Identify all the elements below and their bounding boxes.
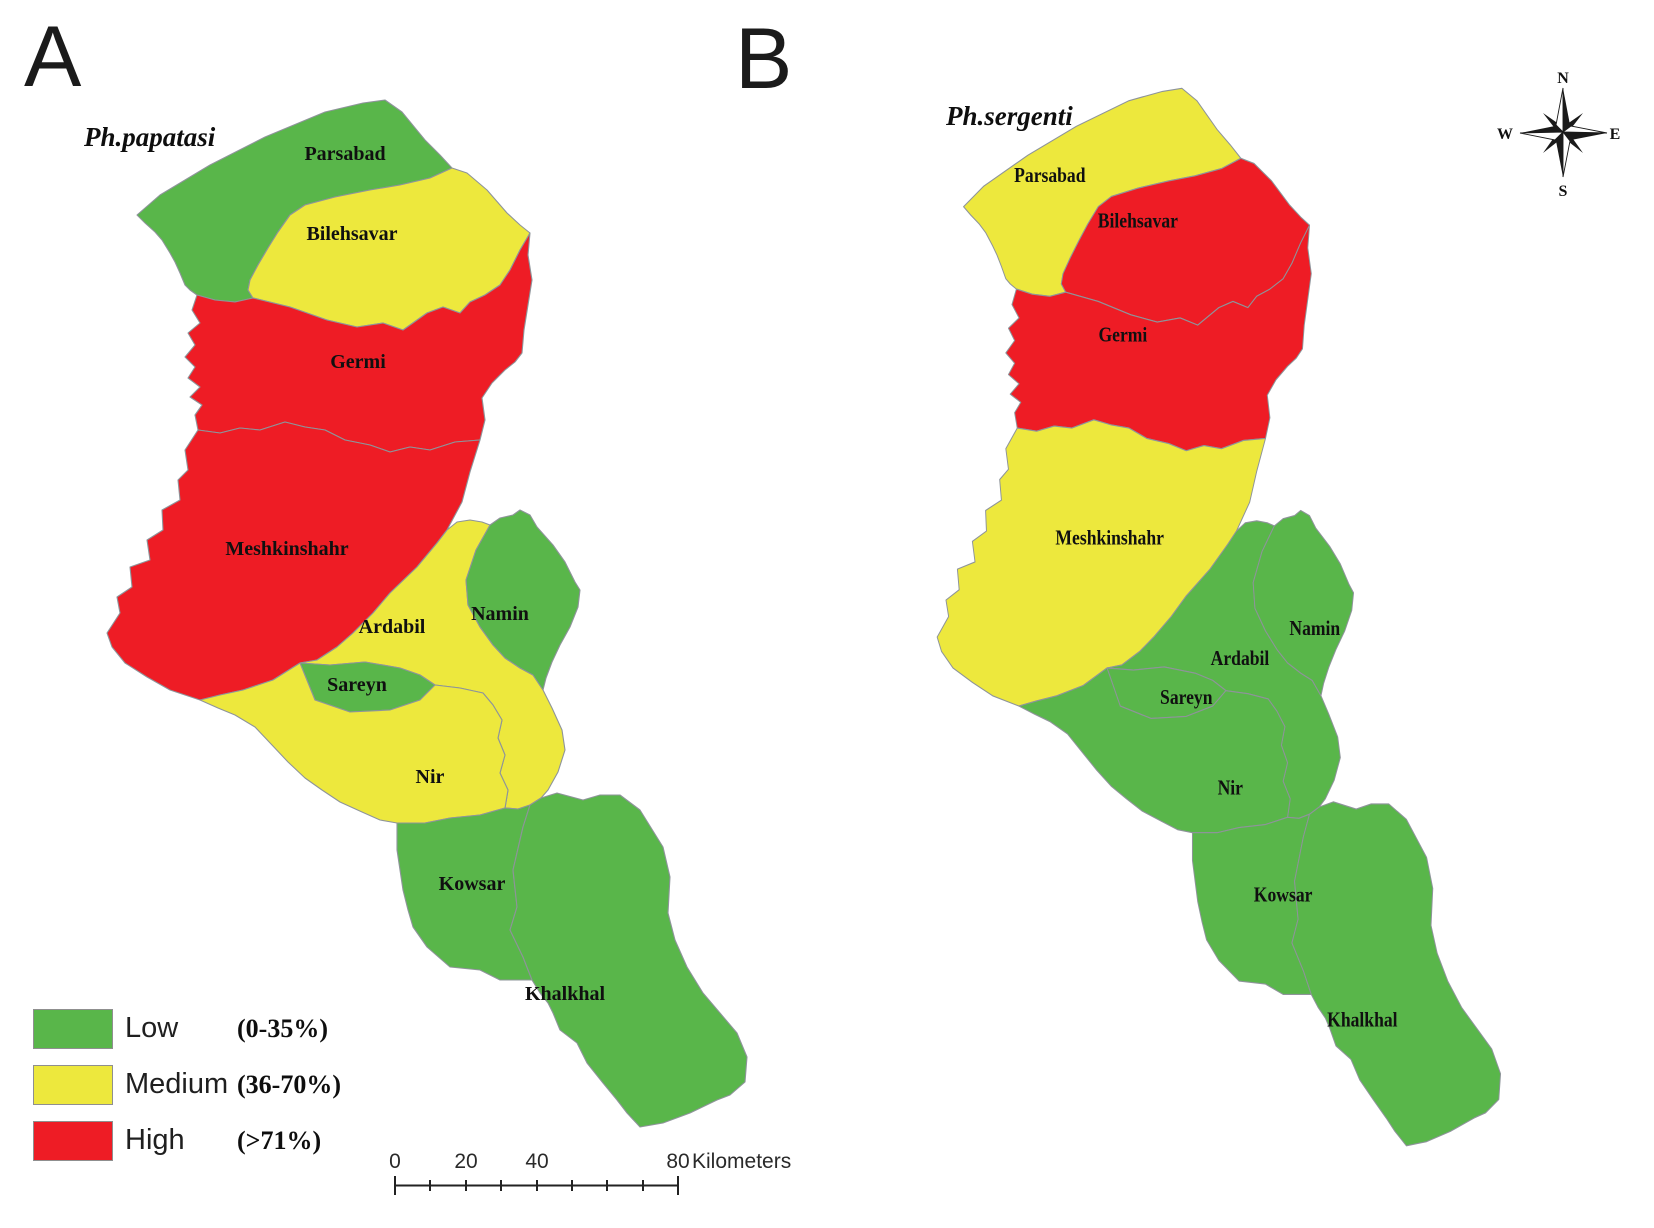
- district-khalkhal-B: [1291, 801, 1502, 1147]
- legend-range-high: (>71%): [237, 1125, 322, 1155]
- district-label-meshkinshahr-A: Meshkinshahr: [225, 538, 348, 560]
- scale-label-20: 20: [454, 1150, 477, 1173]
- district-label-sareyn-A: Sareyn: [327, 674, 387, 696]
- district-label-ardabil-B: Ardabil: [1211, 648, 1270, 671]
- district-label-nir-A: Nir: [416, 766, 445, 788]
- compass-point-east: [1563, 132, 1607, 140]
- legend-range-medium: (36-70%): [237, 1069, 341, 1099]
- legend-item-low: Low (0-35%): [33, 1008, 341, 1049]
- district-germi-A: [184, 232, 533, 453]
- legend-label-medium: Medium: [125, 1068, 229, 1100]
- district-germi-B: [1005, 224, 1312, 452]
- legend-label-high: High: [125, 1124, 185, 1156]
- scale-bar: 0 20 40 80 Kilometers: [389, 1150, 791, 1195]
- compass-point-north: [1563, 88, 1570, 132]
- district-namin-B: [1252, 509, 1355, 697]
- district-namin-A: [465, 509, 581, 691]
- legend-swatch-medium: [33, 1064, 113, 1105]
- legend-swatch-high: [33, 1120, 113, 1161]
- compass-label-w: W: [1497, 126, 1513, 143]
- district-label-parsabad-B: Parsabad: [1014, 165, 1086, 188]
- map-panel-a: Parsabad Bilehsavar Germi Meshkinshahr Ardab…: [106, 99, 748, 1128]
- panel-title-papatasi: Ph.papatasi: [84, 122, 216, 152]
- district-label-kowsar-B: Kowsar: [1254, 885, 1313, 908]
- scale-unit: Kilometers: [692, 1150, 791, 1173]
- district-label-sareyn-B: Sareyn: [1160, 687, 1213, 710]
- legend-swatch-low: [33, 1008, 113, 1049]
- legend-range-low: (0-35%): [237, 1013, 328, 1043]
- district-label-germi-A: Germi: [330, 351, 386, 373]
- compass-rose: N E S W: [1497, 70, 1621, 200]
- legend-item-high: High (>71%): [33, 1120, 341, 1161]
- map-panel-b: Parsabad Bilehsavar Germi Meshkinshahr Ardab…: [936, 87, 1502, 1147]
- scale-label-0: 0: [389, 1150, 401, 1173]
- district-khalkhal-A: [509, 792, 748, 1128]
- legend: Low (0-35%) Medium (36-70%) High (>71%): [33, 1008, 341, 1176]
- district-label-bilehsavar-B: Bilehsavar: [1098, 210, 1179, 233]
- district-label-khalkhal-B: Khalkhal: [1327, 1009, 1397, 1032]
- district-label-namin-B: Namin: [1289, 618, 1340, 641]
- compass-point-west: [1520, 126, 1563, 133]
- district-label-meshkinshahr-B: Meshkinshahr: [1055, 527, 1164, 550]
- district-label-kowsar-A: Kowsar: [439, 873, 506, 895]
- district-nir-A: [199, 662, 509, 824]
- district-label-germi-B: Germi: [1098, 324, 1147, 347]
- compass-label-n: N: [1557, 70, 1569, 87]
- district-label-khalkhal-A: Khalkhal: [525, 983, 605, 1005]
- district-label-nir-B: Nir: [1218, 777, 1244, 800]
- legend-label-low: Low: [125, 1012, 179, 1044]
- scale-label-40: 40: [525, 1150, 548, 1173]
- district-nir-B: [1018, 667, 1291, 834]
- panel-letter-a: A: [24, 9, 82, 105]
- district-label-ardabil-A: Ardabil: [359, 616, 426, 638]
- legend-item-medium: Medium (36-70%): [33, 1064, 341, 1105]
- scale-label-80: 80: [666, 1150, 689, 1173]
- district-label-namin-A: Namin: [471, 603, 529, 625]
- panel-letter-b: B: [735, 11, 793, 107]
- panel-title-sergenti: Ph.sergenti: [946, 101, 1073, 131]
- compass-point-south: [1556, 132, 1563, 177]
- district-label-parsabad-A: Parsabad: [304, 143, 385, 165]
- district-label-bilehsavar-A: Bilehsavar: [306, 223, 397, 245]
- compass-label-s: S: [1559, 183, 1568, 200]
- compass-label-e: E: [1610, 126, 1621, 143]
